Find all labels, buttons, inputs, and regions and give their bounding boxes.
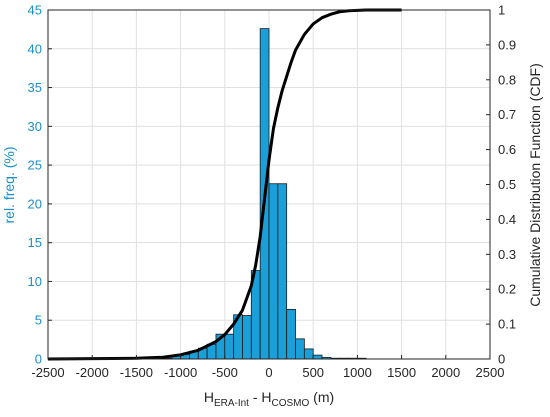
x-axis-ticks: -2500 -2000 -1500 -1000 -500 0 500 1000 1500 2000… [31, 355, 504, 380]
right-y-tick-label: 0 [498, 352, 505, 367]
right-y-tick-label: 1 [498, 3, 505, 18]
right-y-tick-label: 0.5 [498, 177, 516, 192]
x-axis-label-sub1: ERA-Int [214, 398, 249, 409]
histogram-bars [153, 28, 367, 360]
histogram-bar [268, 183, 279, 360]
left-y-tick-label: 20 [28, 196, 42, 211]
cdf-line [47, 8, 402, 361]
right-y-tick-label: 0.9 [498, 37, 516, 52]
left-y-tick-label: 25 [28, 158, 42, 173]
right-y-tick-label: 0.2 [498, 282, 516, 297]
x-tick-label: -1500 [120, 365, 153, 380]
left-y-tick-label: 40 [28, 41, 42, 56]
left-y-tick-label: 35 [28, 80, 42, 95]
x-tick-label: 2500 [476, 365, 505, 380]
histogram-bar [303, 348, 314, 360]
histogram-bar [224, 333, 235, 360]
histogram-bar [277, 183, 288, 360]
right-y-tick-label: 0.4 [498, 212, 516, 227]
left-y-tick-label: 10 [28, 274, 42, 289]
right-y-tick-label: 0.1 [498, 317, 516, 332]
x-tick-label: -500 [212, 365, 238, 380]
x-tick-label: -2500 [31, 365, 64, 380]
left-y-tick-label: 45 [28, 3, 42, 18]
left-y-tick-label: 15 [28, 235, 42, 250]
left-y-axis-label: rel. freq. (%) [1, 146, 17, 223]
x-axis-label-sub2: COSMO [272, 398, 310, 409]
x-tick-label: 0 [265, 365, 272, 380]
x-tick-label: 1500 [387, 365, 416, 380]
left-y-tick-label: 30 [28, 119, 42, 134]
x-tick-label: 2000 [431, 365, 460, 380]
right-y-axis-ticks: 0 0.1 0.2 0.3 0.4 0.5 0.6 0.7 0.8 0.9 1 [486, 3, 516, 367]
right-y-tick-label: 0.7 [498, 107, 516, 122]
x-axis-label-h2: - H [249, 389, 272, 405]
x-axis-label-h1: H [204, 389, 214, 405]
x-tick-label: -1000 [164, 365, 197, 380]
left-y-tick-label: 5 [35, 313, 42, 328]
left-y-axis-ticks: 0 5 10 15 20 25 30 35 40 45 [28, 3, 52, 367]
x-tick-label: -2000 [76, 365, 109, 380]
x-axis-label: HERA-Int - HCOSMO (m) [204, 389, 334, 409]
right-y-tick-label: 0.3 [498, 247, 516, 262]
right-y-axis-label: Cumulative Distribution Function (CDF) [527, 63, 543, 307]
right-y-tick-label: 0.6 [498, 142, 516, 157]
x-axis-label-unit: (m) [309, 389, 334, 405]
x-tick-label: 500 [302, 365, 324, 380]
left-y-tick-label: 0 [35, 352, 42, 367]
histogram-bar [286, 308, 296, 360]
histogram-bar [295, 338, 305, 360]
right-y-tick-label: 0.8 [498, 72, 516, 87]
x-tick-label: 1000 [343, 365, 372, 380]
histogram-bar [242, 315, 252, 360]
histogram-bar [312, 354, 323, 360]
